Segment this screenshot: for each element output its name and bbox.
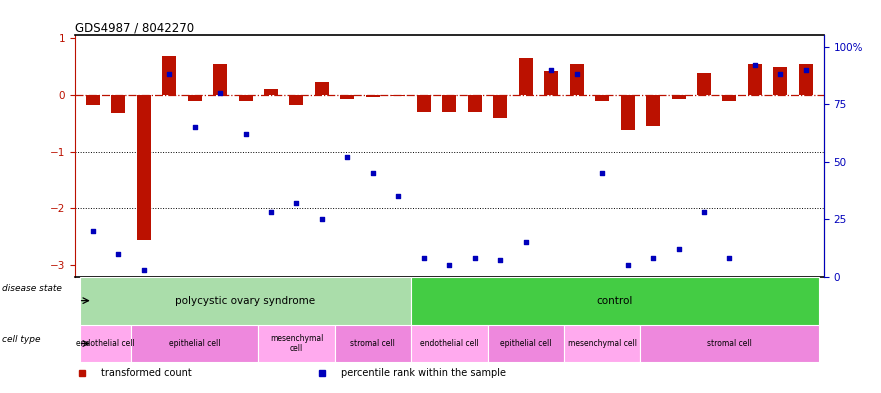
- Text: mesenchymal cell: mesenchymal cell: [567, 339, 637, 348]
- Point: [671, 246, 685, 252]
- Point: [137, 266, 151, 273]
- Bar: [596, 95, 609, 101]
- Bar: [417, 95, 431, 112]
- Point: [774, 71, 788, 77]
- Bar: [493, 95, 507, 118]
- Bar: [468, 95, 482, 112]
- Bar: [544, 71, 559, 95]
- Point: [519, 239, 533, 245]
- Bar: [411, 325, 487, 362]
- Text: epithelial cell: epithelial cell: [169, 339, 220, 348]
- Point: [315, 216, 329, 222]
- Bar: [391, 95, 405, 96]
- Bar: [620, 95, 634, 130]
- Bar: [162, 56, 176, 95]
- Text: control: control: [596, 296, 633, 306]
- Text: endothelial cell: endothelial cell: [76, 339, 135, 348]
- Text: mesenchymal
cell: mesenchymal cell: [270, 334, 323, 353]
- Bar: [411, 277, 818, 325]
- Point: [340, 154, 354, 160]
- Text: stromal cell: stromal cell: [707, 339, 751, 348]
- Bar: [80, 277, 411, 325]
- Bar: [315, 83, 329, 95]
- Bar: [239, 95, 253, 101]
- Bar: [799, 64, 813, 95]
- Bar: [290, 95, 303, 105]
- Point: [697, 209, 711, 215]
- Bar: [213, 64, 227, 95]
- Bar: [722, 95, 737, 101]
- Point: [391, 193, 405, 199]
- Bar: [131, 325, 258, 362]
- Bar: [564, 325, 640, 362]
- Point: [468, 255, 482, 261]
- Point: [188, 124, 202, 130]
- Point: [290, 200, 304, 206]
- Text: stromal cell: stromal cell: [351, 339, 396, 348]
- Bar: [646, 95, 660, 126]
- Point: [646, 255, 660, 261]
- Point: [570, 71, 584, 77]
- Text: endothelial cell: endothelial cell: [420, 339, 478, 348]
- Bar: [671, 95, 685, 99]
- Bar: [442, 95, 456, 112]
- Bar: [519, 58, 533, 95]
- Point: [544, 67, 559, 73]
- Bar: [188, 95, 202, 101]
- Bar: [258, 325, 335, 362]
- Point: [493, 257, 507, 264]
- Point: [264, 209, 278, 215]
- Point: [799, 67, 813, 73]
- Bar: [111, 95, 125, 113]
- Point: [213, 90, 227, 96]
- Bar: [137, 95, 151, 240]
- Point: [417, 255, 431, 261]
- Point: [111, 250, 125, 257]
- Text: percentile rank within the sample: percentile rank within the sample: [341, 368, 506, 378]
- Text: cell type: cell type: [2, 336, 41, 344]
- Bar: [85, 95, 100, 105]
- Text: transformed count: transformed count: [101, 368, 192, 378]
- Bar: [264, 89, 278, 95]
- Point: [85, 228, 100, 234]
- Point: [748, 62, 762, 68]
- Text: disease state: disease state: [2, 285, 62, 293]
- Bar: [335, 325, 411, 362]
- Point: [722, 255, 737, 261]
- Point: [595, 170, 609, 176]
- Text: epithelial cell: epithelial cell: [500, 339, 552, 348]
- Point: [162, 71, 176, 77]
- Bar: [340, 95, 354, 99]
- Bar: [697, 73, 711, 95]
- Bar: [366, 95, 380, 97]
- Text: GDS4987 / 8042270: GDS4987 / 8042270: [75, 21, 194, 34]
- Bar: [80, 325, 131, 362]
- Point: [366, 170, 380, 176]
- Bar: [570, 64, 584, 95]
- Bar: [640, 325, 818, 362]
- Point: [620, 262, 634, 268]
- Text: polycystic ovary syndrome: polycystic ovary syndrome: [175, 296, 315, 306]
- Point: [442, 262, 456, 268]
- Point: [239, 131, 253, 137]
- Bar: [774, 66, 788, 95]
- Bar: [748, 64, 762, 95]
- Bar: [487, 325, 564, 362]
